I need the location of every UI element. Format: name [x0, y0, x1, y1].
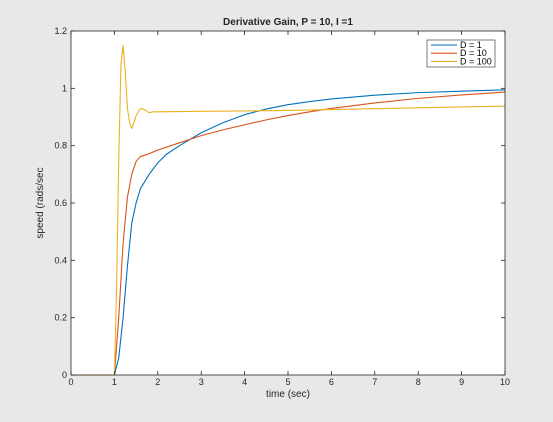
x-tick-label: 8: [416, 377, 421, 387]
series-line-1: [71, 89, 506, 376]
y-tick-label: 1.2: [54, 26, 67, 36]
x-tick-label: 10: [500, 377, 510, 387]
x-tick-label: 5: [285, 377, 290, 387]
y-tick-label: 0.6: [54, 198, 67, 208]
x-axis-ticks: 0 1 2 3 4 5 6 7 8 9 10: [68, 31, 510, 387]
x-tick-label: 3: [199, 377, 204, 387]
series-layer: [71, 44, 506, 376]
x-tick-label: 6: [329, 377, 334, 387]
x-tick-label: 2: [155, 377, 160, 387]
legend-label-1: D = 1: [460, 40, 482, 50]
y-tick-label: 0: [62, 370, 67, 380]
x-tick-label: 1: [112, 377, 117, 387]
y-axis-ticks: 0 0.2 0.4 0.6 0.8 1 1.2: [54, 26, 505, 380]
x-axis-label: time (sec): [266, 389, 310, 400]
x-tick-label: 0: [68, 377, 73, 387]
axes-background: [71, 31, 505, 375]
x-tick-label: 7: [372, 377, 377, 387]
y-tick-label: 1: [62, 83, 67, 93]
y-tick-label: 0.4: [54, 255, 67, 265]
plot-area: 0 1 2 3 4 5 6 7 8 9 10 0 0.2 0.4 0.6 0.8 1 1.2: [54, 26, 510, 387]
chart-title: Derivative Gain, P = 10, I =1: [223, 17, 353, 28]
y-tick-label: 0.8: [54, 141, 67, 151]
legend-label-3: D = 100: [460, 56, 492, 66]
x-tick-label: 4: [242, 377, 247, 387]
x-tick-label: 9: [459, 377, 464, 387]
y-tick-label: 0.2: [54, 313, 67, 323]
series-line-3: [71, 44, 506, 376]
legend: D = 1D = 10D = 100: [426, 39, 496, 68]
series-line-2: [71, 91, 506, 376]
y-axis-label: speed (rads/sec: [35, 167, 46, 238]
legend-items: D = 1D = 10D = 100: [431, 40, 492, 66]
legend-label-2: D = 10: [460, 48, 487, 58]
